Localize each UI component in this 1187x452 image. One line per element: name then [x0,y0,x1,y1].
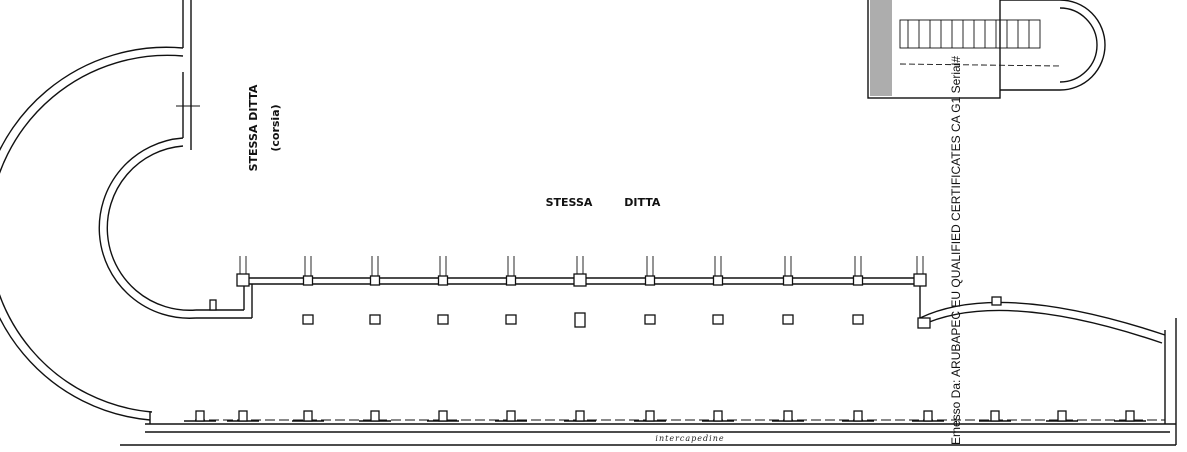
floor-plan: STESSA DITTA (corsia) STESSA DITTA inter… [0,0,1187,452]
column [714,276,723,285]
cavity-label: intercapedine [655,434,724,443]
pier [991,411,999,421]
corridor-note: (corsia) [269,104,282,151]
column [854,276,863,285]
column [914,274,926,286]
corridor-label: STESSA DITTA [247,84,260,171]
area-label: STESSA DITTA [546,196,661,209]
pillar [713,315,723,324]
columns [184,256,1146,421]
pillar [506,315,516,324]
pier [196,411,204,421]
pier [239,411,247,421]
pillar [438,315,448,324]
pillar [575,313,585,327]
pier [507,411,515,421]
pillar [303,315,313,324]
pier [1126,411,1134,421]
pier [304,411,312,421]
pier [854,411,862,421]
column [237,274,249,286]
pier [371,411,379,421]
stair-inset [868,0,1105,98]
pier [918,318,930,328]
pier [646,411,654,421]
pier [210,300,216,310]
pillar [853,315,863,324]
pier [1058,411,1066,421]
pillar [645,315,655,324]
column [304,276,313,285]
column [646,276,655,285]
column [507,276,516,285]
column [439,276,448,285]
pier [924,411,932,421]
pier [439,411,447,421]
pier [992,297,1001,305]
pier [576,411,584,421]
pillar [783,315,793,324]
signature-stamp: Emesso Da: ARUBAPEC EU QUALIFIED CERTIFI… [949,56,963,445]
column [371,276,380,285]
column [574,274,586,286]
column [784,276,793,285]
pillar [370,315,380,324]
pier [784,411,792,421]
pier [714,411,722,421]
